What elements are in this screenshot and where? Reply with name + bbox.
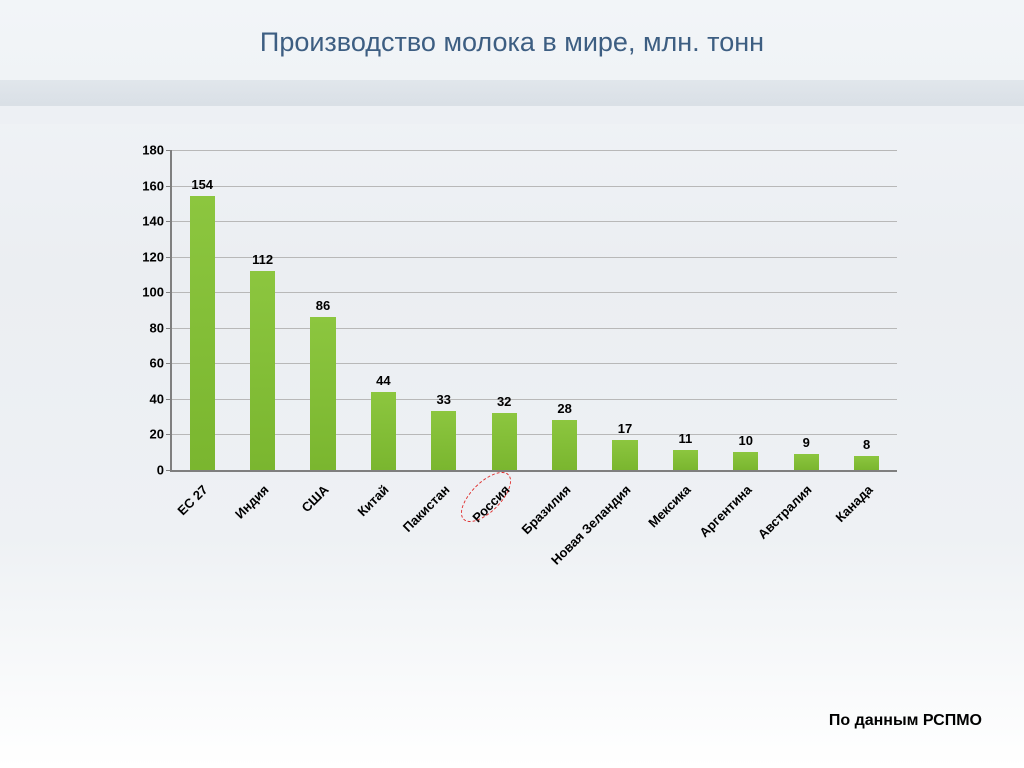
chart-area: 0204060801001201401601801541128644333228… (120, 150, 895, 570)
gridline (172, 292, 897, 293)
x-tick-label: Бразилия (518, 482, 573, 537)
bar-value-label: 33 (437, 392, 451, 411)
bar-value-label: 11 (679, 431, 693, 450)
bar-rect (492, 413, 517, 470)
gridline (172, 221, 897, 222)
bar-value-label: 28 (557, 401, 571, 420)
y-tick-label: 0 (157, 463, 164, 478)
y-tick-mark (166, 434, 172, 435)
bar-value-label: 17 (618, 421, 632, 440)
bar: 8 (854, 456, 879, 470)
y-tick-label: 60 (150, 356, 164, 371)
x-tick-label: Пакистан (400, 482, 453, 535)
bar-rect (552, 420, 577, 470)
bar-value-label: 86 (316, 298, 330, 317)
bar: 33 (431, 411, 456, 470)
gridline (172, 363, 897, 364)
x-tick-label: ЕС 27 (175, 482, 211, 518)
gridline (172, 257, 897, 258)
y-tick-label: 40 (150, 391, 164, 406)
y-tick-mark (166, 292, 172, 293)
gridline (172, 186, 897, 187)
y-tick-mark (166, 363, 172, 364)
y-tick-label: 180 (142, 143, 164, 158)
y-tick-mark (166, 257, 172, 258)
x-tick-label: Канада (832, 482, 875, 525)
x-tick-label: США (298, 482, 331, 515)
bar-rect (673, 450, 698, 470)
x-tick-label: Мексика (646, 482, 694, 530)
slide: Производство молока в мире, млн. тонн 0 2… (0, 0, 1024, 768)
source-label: По данным РСПМО (829, 712, 982, 730)
bar-rect (371, 392, 396, 470)
bar: 28 (552, 420, 577, 470)
bar-rect (190, 196, 215, 470)
plot: 0204060801001201401601801541128644333228… (170, 150, 897, 472)
y-tick-label: 160 (142, 178, 164, 193)
bar-value-label: 44 (376, 373, 390, 392)
y-tick-label: 140 (142, 214, 164, 229)
title-band: Производство молока в мире, млн. тонн (0, 8, 1024, 104)
y-tick-mark (166, 150, 172, 151)
bar: 11 (673, 450, 698, 470)
bar-rect (794, 454, 819, 470)
chart-title: Производство молока в мире, млн. тонн (0, 8, 1024, 58)
bar: 32 (492, 413, 517, 470)
bar: 44 (371, 392, 396, 470)
bar-rect (431, 411, 456, 470)
y-tick-label: 120 (142, 249, 164, 264)
bar-rect (310, 317, 335, 470)
y-tick-mark (166, 328, 172, 329)
bar: 10 (733, 452, 758, 470)
bar: 86 (310, 317, 335, 470)
y-tick-mark (166, 221, 172, 222)
decorative-band-2 (0, 106, 1024, 124)
y-tick-label: 100 (142, 285, 164, 300)
bar: 112 (250, 271, 275, 470)
x-axis-labels: ЕС 27 Индия США КитайПакистан РоссияБразилия… (170, 476, 895, 596)
bar: 154 (190, 196, 215, 470)
bar: 9 (794, 454, 819, 470)
y-tick-label: 80 (150, 320, 164, 335)
x-tick-label: Россия (470, 482, 513, 525)
x-tick-label: Китай (355, 482, 392, 519)
gridline (172, 434, 897, 435)
x-tick-label: Австралия (755, 482, 815, 542)
bar: 17 (612, 440, 637, 470)
bar-rect (854, 456, 879, 470)
x-tick-label: Индия (232, 482, 272, 522)
gridline (172, 399, 897, 400)
gridline (172, 328, 897, 329)
bar-value-label: 9 (803, 435, 810, 454)
bar-value-label: 112 (252, 252, 273, 271)
gridline (172, 150, 897, 151)
bar-rect (612, 440, 637, 470)
x-tick-label: Аргентина (696, 482, 754, 540)
bar-rect (250, 271, 275, 470)
bar-value-label: 32 (497, 394, 511, 413)
bar-value-label: 154 (191, 177, 213, 196)
y-tick-mark (166, 470, 172, 471)
y-tick-label: 20 (150, 427, 164, 442)
bar-value-label: 8 (863, 437, 870, 456)
y-tick-mark (166, 186, 172, 187)
y-tick-mark (166, 399, 172, 400)
bar-rect (733, 452, 758, 470)
bar-value-label: 10 (739, 433, 753, 452)
